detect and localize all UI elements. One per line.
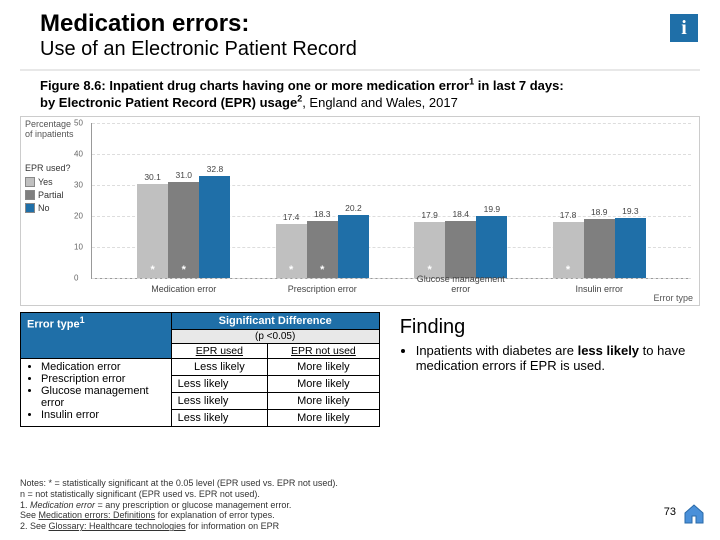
legend-item: No	[25, 203, 71, 213]
footnotes: Notes: * = statistically significant at …	[20, 478, 640, 532]
bar: 18.4	[445, 221, 476, 278]
significance-star: *	[276, 264, 307, 276]
note-3: 1. Medication error = any prescription o…	[20, 500, 640, 511]
y-tick: 50	[74, 118, 83, 127]
bar-value: 17.9	[414, 210, 445, 220]
legend-swatch	[25, 177, 35, 187]
x-category: Medication error	[137, 284, 230, 294]
x-axis-label: Error type	[653, 293, 693, 303]
table-row: Medication errorPrescription errorGlucos…	[21, 358, 380, 375]
y-tick: 10	[74, 242, 83, 251]
note-5: 2. See Glossary: Healthcare technologies…	[20, 521, 640, 532]
bar: 18.9	[584, 219, 615, 278]
bar: 30.1*	[137, 184, 168, 277]
figure-caption: Figure 8.6: Inpatient drug charts having…	[0, 77, 720, 114]
info-icon[interactable]: i	[670, 14, 698, 42]
bar: 17.8*	[553, 222, 584, 277]
page-number: 73	[664, 506, 676, 518]
caption-line2b: , England and Wales, 2017	[302, 95, 458, 110]
y-tick: 30	[74, 180, 83, 189]
caption-line2a: by Electronic Patient Record (EPR) usage	[40, 95, 297, 110]
table-col2: EPR not used	[268, 343, 380, 358]
cell-epr-used: Less likely	[171, 358, 267, 375]
bar-value: 32.8	[199, 164, 230, 174]
legend-item: Yes	[25, 177, 71, 187]
y-axis-label: Percentage of inpatients	[25, 119, 80, 139]
error-type-item: Insulin error	[41, 409, 165, 421]
home-icon[interactable]	[682, 502, 706, 526]
bar: 32.8	[199, 176, 230, 278]
bar-value: 18.3	[307, 209, 338, 219]
finding-title: Finding	[400, 316, 694, 339]
bar: 19.3	[615, 218, 646, 278]
significance-star: *	[307, 264, 338, 276]
cell-epr-not-used: More likely	[268, 409, 380, 426]
error-type-item: Medication error	[41, 361, 165, 373]
table-col1: EPR used	[171, 343, 267, 358]
bar-value: 20.2	[338, 203, 369, 213]
table-sub: (p <0.05)	[171, 329, 379, 343]
bar: 17.9*	[414, 222, 445, 277]
bar-value: 17.8	[553, 210, 584, 220]
y-tick: 20	[74, 211, 83, 220]
error-type-item: Glucose management error	[41, 385, 165, 409]
bar-value: 18.9	[584, 207, 615, 217]
bar-value: 30.1	[137, 172, 168, 182]
bar: 19.9	[476, 216, 507, 278]
y-tick: 40	[74, 149, 83, 158]
note-1: Notes: * = statistically significant at …	[20, 478, 640, 489]
finding-box: Finding Inpatients with diabetes are les…	[394, 312, 700, 427]
cell-epr-used: Less likely	[171, 392, 267, 409]
page-title-2: Use of an Electronic Patient Record	[40, 38, 700, 61]
table-header-right: Significant Difference	[171, 312, 379, 329]
legend-label: Partial	[38, 190, 64, 200]
legend-label: No	[38, 203, 50, 213]
cell-epr-used: Less likely	[171, 375, 267, 392]
table-header-left: Error type	[27, 318, 80, 330]
finding-bullet: Inpatients with diabetes are less likely…	[416, 343, 694, 373]
significance-star: *	[168, 264, 199, 276]
y-tick: 0	[74, 273, 78, 282]
cell-epr-not-used: More likely	[268, 392, 380, 409]
legend: EPR used? Yes Partial No	[25, 163, 71, 216]
significance-table: Error type1 Significant Difference (p <0…	[20, 312, 380, 427]
cell-epr-used: Less likely	[171, 409, 267, 426]
page-title-1: Medication errors:	[40, 10, 700, 38]
bar-value: 31.0	[168, 170, 199, 180]
legend-swatch	[25, 190, 35, 200]
cell-epr-not-used: More likely	[268, 358, 380, 375]
bar-value: 19.3	[615, 206, 646, 216]
divider	[20, 69, 700, 71]
cell-epr-not-used: More likely	[268, 375, 380, 392]
error-type-item: Prescription error	[41, 373, 165, 385]
bar-value: 18.4	[445, 209, 476, 219]
significance-star: *	[553, 264, 584, 276]
legend-item: Partial	[25, 190, 71, 200]
table-header-sup: 1	[80, 315, 85, 325]
x-category: Prescription error	[276, 284, 369, 294]
header: Medication errors: Use of an Electronic …	[0, 0, 720, 65]
bar: 31.0*	[168, 182, 199, 278]
bar-value: 19.9	[476, 204, 507, 214]
note-4: See Medication errors: Definitions for e…	[20, 510, 640, 521]
legend-label: Yes	[38, 177, 53, 187]
significance-star: *	[137, 264, 168, 276]
chart: Percentage of inpatients EPR used? Yes Pa…	[20, 116, 700, 306]
x-category: Glucose management error	[414, 274, 507, 294]
bar: 20.2	[338, 215, 369, 278]
legend-title: EPR used?	[25, 163, 71, 173]
bar-value: 17.4	[276, 212, 307, 222]
caption-line1a: Figure 8.6: Inpatient drug charts having…	[40, 78, 469, 93]
bar: 17.4*	[276, 224, 307, 278]
legend-swatch	[25, 203, 35, 213]
x-category: Insulin error	[553, 284, 646, 294]
bar: 18.3*	[307, 221, 338, 278]
caption-line1b: in last 7 days:	[474, 78, 564, 93]
plot-area: 0102030405030.1*31.0*32.8Medication erro…	[91, 123, 691, 279]
note-2: n = not statistically significant (EPR u…	[20, 489, 640, 500]
